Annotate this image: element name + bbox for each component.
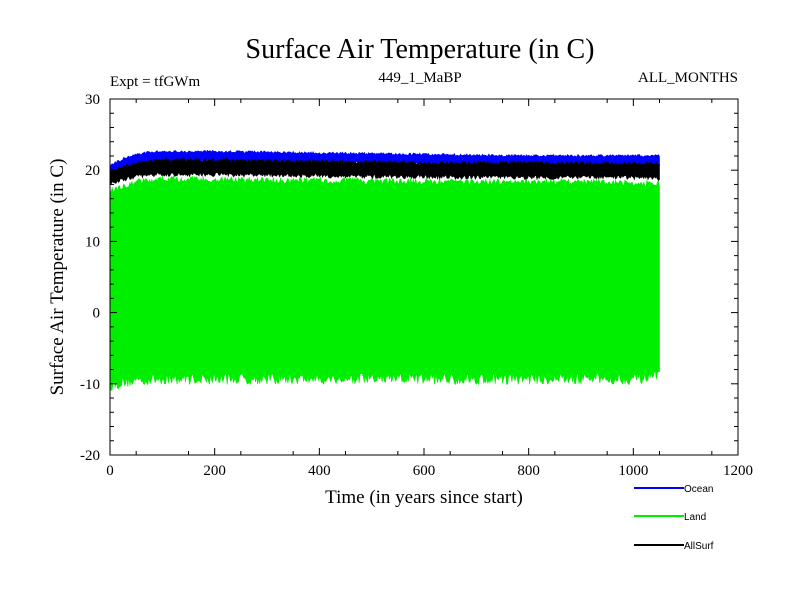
- x-tick-label: 1000: [618, 463, 648, 479]
- x-axis-label: Time (in years since start): [325, 487, 523, 508]
- series-band-land: [109, 175, 660, 391]
- period-label: 449_1_MaBP: [378, 70, 461, 86]
- legend-label-allsurf: AllSurf: [684, 541, 714, 552]
- x-tick-label: 1200: [723, 463, 753, 479]
- y-tick-label: -20: [80, 448, 100, 464]
- legend-label-ocean: Ocean: [684, 484, 713, 495]
- x-tick-label: 800: [517, 463, 540, 479]
- y-tick-label: 10: [85, 234, 100, 250]
- series-band-allsurf: [109, 157, 660, 185]
- legend-label-land: Land: [684, 512, 706, 523]
- axis-ticks: 0 200 400 600 800 1000 1200 -20 -10 0 10 20 30: [80, 92, 753, 479]
- x-tick-label: 200: [203, 463, 226, 479]
- plot-data: [109, 149, 660, 391]
- y-axis-label: Surface Air Temperature (in C): [47, 159, 68, 396]
- y-tick-label: 30: [85, 92, 100, 108]
- y-tick-label: 20: [85, 163, 100, 179]
- x-tick-label: 0: [106, 463, 114, 479]
- chart-title: Surface Air Temperature (in C): [246, 34, 595, 65]
- x-tick-label: 600: [413, 463, 436, 479]
- months-label: ALL_MONTHS: [638, 70, 738, 86]
- x-tick-label: 400: [308, 463, 331, 479]
- legend: Ocean Land AllSurf: [634, 484, 714, 552]
- expt-label: Expt = tfGWm: [110, 74, 200, 90]
- y-tick-label: -10: [80, 377, 100, 393]
- y-tick-label: 0: [93, 306, 101, 322]
